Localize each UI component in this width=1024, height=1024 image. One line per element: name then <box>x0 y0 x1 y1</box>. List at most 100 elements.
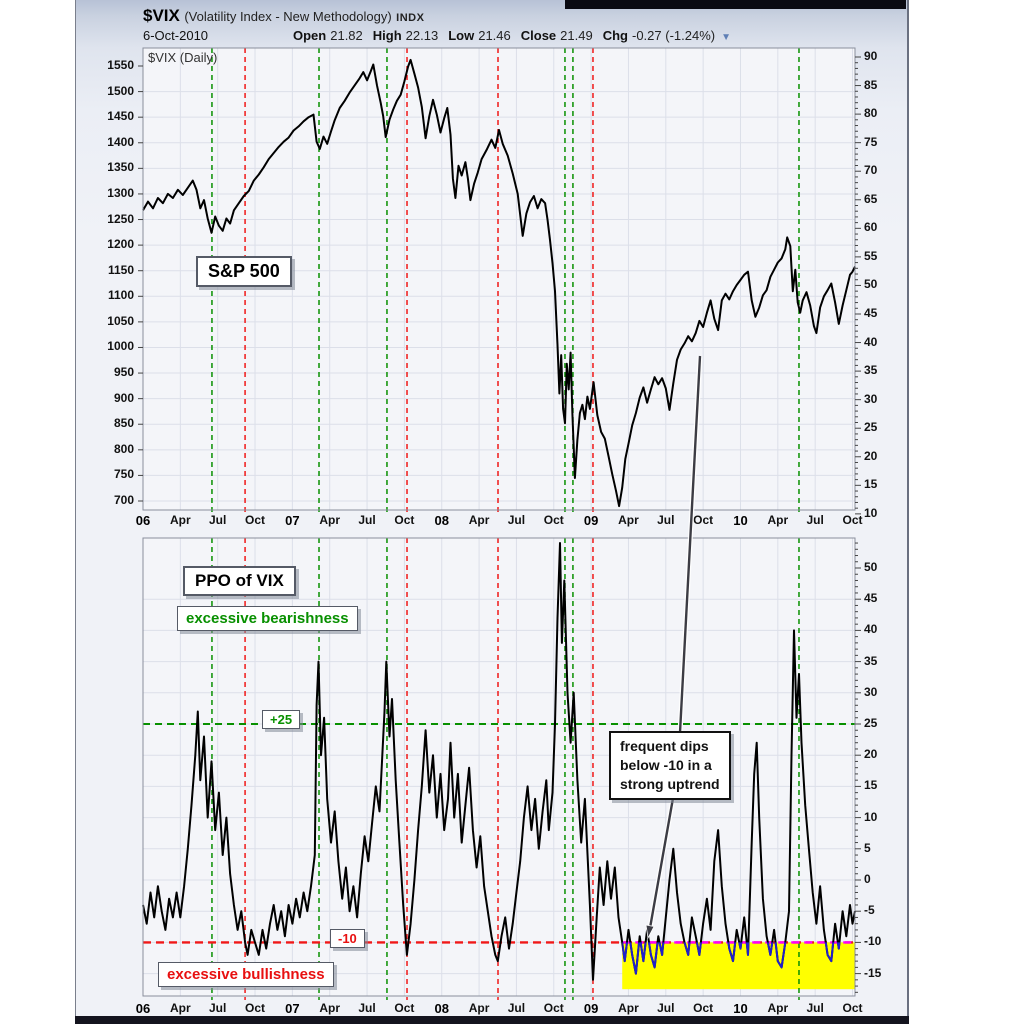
excessive-bullishness-label: excessive bullishness <box>158 962 334 987</box>
axis-tick-label: 750 <box>113 467 134 482</box>
axis-tick-label: 45 <box>864 591 878 606</box>
axis-tick-label: 0 <box>864 872 871 886</box>
chg-value: -0.27 (-1.24%) <box>632 28 716 43</box>
axis-tick-label: 70 <box>864 163 878 178</box>
y-axis-right-vix: 90 85 80 75 70 65 60 55 50 45 40 35 30 25 20 15 10 <box>862 0 907 1024</box>
chevron-down-icon[interactable]: ▼ <box>721 32 731 43</box>
footer-bar <box>75 1016 909 1024</box>
axis-tick-label: 850 <box>113 416 134 431</box>
axis-tick-label: Jul <box>806 513 824 527</box>
axis-tick-label: 55 <box>864 248 878 263</box>
axis-tick-label: 85 <box>864 77 878 92</box>
axis-tick-label: Apr <box>169 1001 191 1015</box>
axis-tick-label: 10 <box>733 513 748 528</box>
axis-tick-label: 09 <box>583 1001 599 1016</box>
axis-tick-label: 1150 <box>107 262 134 277</box>
axis-tick-label: 50 <box>864 277 878 292</box>
y-axis-right-ppo: 50 45 40 35 30 25 20 15 10 5 0 -5 -10 -15 <box>862 0 907 1024</box>
axis-tick-label: 1000 <box>107 339 134 354</box>
axis-tick-label: 06 <box>135 1001 151 1016</box>
axis-tick-label: 10 <box>864 809 878 824</box>
axis-tick-label: 80 <box>864 106 878 121</box>
y-axis-left-sp500: 1550 1500 1450 1400 1350 1300 1250 1200 1150 1100… <box>80 0 138 1024</box>
axis-tick-label: Jul <box>806 1001 824 1015</box>
annotation-line: frequent dips <box>620 738 709 754</box>
axis-tick-label: 1550 <box>107 58 134 72</box>
open-label: Open <box>293 28 327 43</box>
axis-tick-label: Oct <box>693 513 714 527</box>
axis-tick-label: 25 <box>864 716 878 730</box>
axis-tick-label: Apr <box>767 1001 789 1015</box>
axis-tick-label: Oct <box>842 513 863 527</box>
axis-tick-label: Jul <box>209 1001 227 1015</box>
plot-title: $VIX (Daily) <box>148 50 218 65</box>
axis-tick-label: 20 <box>864 747 878 762</box>
axis-tick-label: 15 <box>864 477 878 492</box>
x-axis-bottom: 06 Apr Jul Oct 07 Apr Jul Oct 08 Apr Jul Oct 09 Apr Ju… <box>0 999 1024 1021</box>
axis-tick-label: 700 <box>113 492 134 507</box>
axis-tick-label: -5 <box>864 903 875 918</box>
axis-tick-label: Oct <box>693 1001 714 1015</box>
axis-tick-label: Apr <box>767 513 789 527</box>
axis-tick-label: 25 <box>864 420 878 435</box>
axis-tick-label: 1500 <box>107 83 134 98</box>
axis-tick-label: Apr <box>319 1001 341 1015</box>
axis-tick-label: 07 <box>285 513 300 528</box>
top-black-bar <box>565 0 906 9</box>
axis-tick-label: Oct <box>394 1001 415 1015</box>
axis-tick-label: 1400 <box>107 134 134 149</box>
x-axis-mid: 06 Apr Jul Oct 07 Apr Jul Oct 08 Apr Jul Oct 09 Apr Ju… <box>0 511 1024 533</box>
axis-tick-label: 1450 <box>107 109 134 124</box>
axis-tick-label: Jul <box>358 513 376 527</box>
axis-tick-label: 5 <box>864 840 871 855</box>
high-value: 22.13 <box>405 28 439 43</box>
axis-tick-label: 950 <box>113 365 134 380</box>
axis-tick-label: 10 <box>864 505 878 520</box>
open-value: 21.82 <box>330 28 363 43</box>
axis-tick-label: 1300 <box>107 185 134 200</box>
axis-tick-label: 1100 <box>107 288 134 303</box>
axis-tick-label: 1050 <box>107 313 134 328</box>
axis-tick-label: 35 <box>864 363 878 378</box>
axis-tick-label: Apr <box>319 513 341 527</box>
high-label: High <box>372 28 402 43</box>
axis-tick-label: 35 <box>864 653 878 668</box>
annotation-callout: frequent dips below -10 in a strong uptr… <box>609 731 731 800</box>
axis-tick-label: Apr <box>468 1001 490 1015</box>
ppo-plot <box>142 537 861 1000</box>
axis-tick-label: 1350 <box>107 160 134 175</box>
axis-tick-label: 08 <box>434 1001 449 1016</box>
annotation-line: below -10 in a <box>620 757 712 773</box>
axis-tick-label: Jul <box>358 1001 376 1015</box>
excessive-bearishness-label: excessive bearishness <box>177 606 358 631</box>
plus25-threshold-label: +25 <box>262 710 301 729</box>
axis-tick-label: -10 <box>864 934 882 949</box>
symbol-title: (Volatility Index - New Methodology) <box>184 9 392 24</box>
axis-tick-label: 15 <box>864 778 878 793</box>
close-label: Close <box>520 28 557 43</box>
axis-tick-label: 45 <box>864 305 878 320</box>
axis-tick-label: Oct <box>543 1001 564 1015</box>
chg-label: Chg <box>602 28 628 43</box>
axis-tick-label: 40 <box>864 622 878 637</box>
axis-tick-label: 1200 <box>107 237 134 252</box>
annotation-line: strong uptrend <box>620 776 720 792</box>
low-value: 21.46 <box>478 28 511 43</box>
axis-tick-label: 65 <box>864 191 878 206</box>
axis-tick-label: Jul <box>657 1001 675 1015</box>
axis-tick-label: Apr <box>618 1001 639 1015</box>
axis-tick-label: Apr <box>618 513 639 527</box>
sp500-overlay-label: S&P 500 <box>196 256 292 287</box>
axis-tick-label: Oct <box>543 513 564 527</box>
axis-tick-label: 09 <box>583 513 599 528</box>
axis-tick-label: 800 <box>113 441 134 456</box>
axis-tick-label: Jul <box>507 513 526 527</box>
chart-header: $VIX (Volatility Index - New Methodology… <box>143 6 424 26</box>
axis-tick-label: 10 <box>733 1001 748 1016</box>
axis-tick-label: 40 <box>864 334 878 349</box>
axis-tick-label: Oct <box>245 1001 266 1015</box>
axis-tick-label: 06 <box>135 513 151 528</box>
exchange: INDX <box>396 12 425 24</box>
quote-row: 6-Oct-2010 Open 21.82 High 22.13 Low 21.46 Clos… <box>143 28 731 43</box>
